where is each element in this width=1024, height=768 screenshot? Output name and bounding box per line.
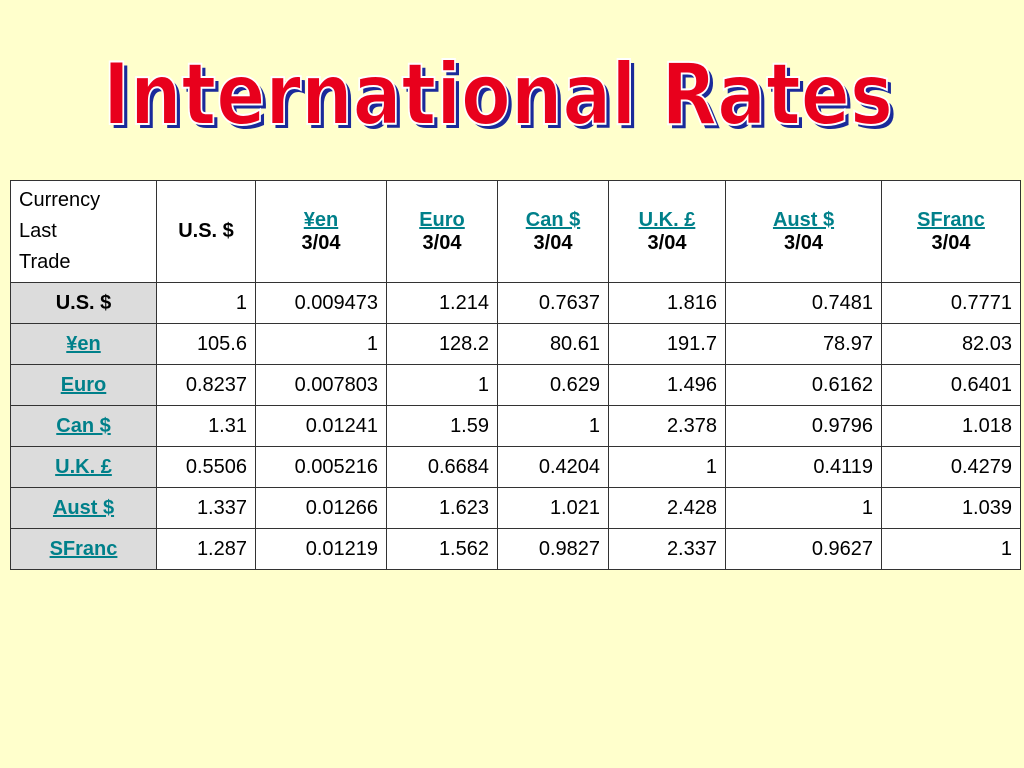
rate-cell: 0.7481	[725, 282, 882, 324]
rate-cell: 82.03	[881, 323, 1021, 365]
currency-link[interactable]: Aust $	[772, 208, 835, 231]
currency-link[interactable]: Aust $	[52, 496, 115, 519]
column-header: U.K. £3/04	[608, 180, 726, 283]
rate-cell: 0.01219	[255, 528, 387, 570]
column-header: Can $3/04	[497, 180, 609, 283]
table-row: U.K. £ 0.5506 0.005216 0.6684 0.4204 1 0.4119 0…	[10, 446, 1021, 488]
rates-table: Currency Last Trade U.S. $ ¥en 3/04 Euro 3/0…	[10, 180, 1021, 570]
rate-cell: 0.6401	[881, 364, 1021, 406]
currency-link[interactable]: Can $	[525, 208, 581, 231]
rate-cell: 1.623	[386, 487, 498, 529]
rate-cell: 1.59	[386, 405, 498, 447]
rate-cell: 1	[255, 323, 387, 365]
row-header: Can $	[10, 405, 157, 447]
rate-cell: 78.97	[725, 323, 882, 365]
currency-name: U.S. $	[55, 291, 112, 314]
rate-cell: 1.018	[881, 405, 1021, 447]
rate-cell: 1.816	[608, 282, 726, 324]
row-header: U.S. $	[10, 282, 157, 324]
rate-cell: 0.4119	[725, 446, 882, 488]
table-row: Aust $ 1.337 0.01266 1.623 1.021 2.428 1 1.039	[10, 487, 1021, 529]
table-row: U.S. $ 1 0.009473 1.214 0.7637 1.816 0.7481 0.7…	[10, 282, 1021, 324]
rate-cell: 0.4204	[497, 446, 609, 488]
table-row: Euro 0.8237 0.007803 1 0.629 1.496 0.6162 0.640…	[10, 364, 1021, 406]
rate-cell: 80.61	[497, 323, 609, 365]
date: 3/04	[301, 231, 341, 254]
rate-cell: 0.005216	[255, 446, 387, 488]
currency-link[interactable]: ¥en	[303, 208, 339, 231]
rate-cell: 1	[386, 364, 498, 406]
rate-cell: 2.428	[608, 487, 726, 529]
rate-cell: 0.01266	[255, 487, 387, 529]
rate-cell: 1.214	[386, 282, 498, 324]
column-header: SFranc 3/04	[881, 180, 1021, 283]
currency-link[interactable]: Euro	[419, 208, 465, 231]
table-row: ¥en 105.6 1 128.2 80.61 191.7 78.97 82.03	[10, 323, 1021, 365]
column-header: Euro 3/04	[386, 180, 498, 283]
date: 3/04	[647, 231, 687, 254]
rate-cell: 0.629	[497, 364, 609, 406]
rate-cell: 1.337	[156, 487, 256, 529]
rate-cell: 105.6	[156, 323, 256, 365]
rate-cell: 1.039	[881, 487, 1021, 529]
row-header: SFranc	[10, 528, 157, 570]
rate-cell: 2.378	[608, 405, 726, 447]
row-header: U.K. £	[10, 446, 157, 488]
rate-cell: 191.7	[608, 323, 726, 365]
rate-cell: 1.31	[156, 405, 256, 447]
header-row: Currency Last Trade U.S. $ ¥en 3/04 Euro 3/0…	[10, 180, 1021, 283]
column-header: U.S. $	[156, 180, 256, 283]
currency-link[interactable]: SFranc	[49, 537, 118, 560]
title-shadow: International Rates	[107, 49, 897, 149]
currency-link[interactable]: U.K. £	[55, 455, 112, 478]
rate-cell: 0.4279	[881, 446, 1021, 488]
title-area: International Rates International Rates	[102, 44, 897, 149]
rate-cell: 1.562	[386, 528, 498, 570]
rate-cell: 1	[881, 528, 1021, 570]
rate-cell: 0.6684	[386, 446, 498, 488]
table-row: Can $ 1.31 0.01241 1.59 1 2.378 0.9796 1.018	[10, 405, 1021, 447]
currency-link[interactable]: SFranc	[917, 208, 985, 231]
rate-cell: 1	[725, 487, 882, 529]
rate-cell: 0.9627	[725, 528, 882, 570]
date: 3/04	[533, 231, 573, 254]
rate-cell: 0.6162	[725, 364, 882, 406]
rate-cell: 1	[608, 446, 726, 488]
rate-cell: 2.337	[608, 528, 726, 570]
rate-cell: 128.2	[386, 323, 498, 365]
rate-cell: 0.7771	[881, 282, 1021, 324]
date: 3/04	[422, 231, 462, 254]
rate-cell: 0.8237	[156, 364, 256, 406]
rate-cell: 1.021	[497, 487, 609, 529]
currency-link[interactable]: U.K. £	[638, 208, 696, 231]
rate-cell: 0.9796	[725, 405, 882, 447]
table-row: SFranc 1.287 0.01219 1.562 0.9827 2.337 0.9627…	[10, 528, 1021, 570]
rate-cell: 0.9827	[497, 528, 609, 570]
currency-link[interactable]: Euro	[60, 373, 107, 396]
date: 3/04	[784, 231, 823, 254]
date: 3/04	[931, 231, 971, 254]
rate-cell: 1.496	[608, 364, 726, 406]
row-header: Aust $	[10, 487, 157, 529]
rate-cell: 0.01241	[255, 405, 387, 447]
title: International Rates	[103, 45, 893, 145]
currency-name: U.S. $	[178, 220, 234, 242]
currency-link[interactable]: ¥en	[66, 332, 101, 355]
rate-cell: 0.007803	[255, 364, 387, 406]
row-header: ¥en	[10, 323, 157, 365]
rate-cell: 0.7637	[497, 282, 609, 324]
rate-cell: 1	[156, 282, 256, 324]
column-header: ¥en 3/04	[255, 180, 387, 283]
row-header: Euro	[10, 364, 157, 406]
rate-cell: 1.287	[156, 528, 256, 570]
column-header: Aust $3/04	[725, 180, 882, 283]
corner-header: Currency Last Trade	[10, 180, 157, 283]
currency-link[interactable]: Can $	[56, 414, 111, 437]
rate-cell: 1	[497, 405, 609, 447]
rate-cell: 0.009473	[255, 282, 387, 324]
rate-cell: 0.5506	[156, 446, 256, 488]
